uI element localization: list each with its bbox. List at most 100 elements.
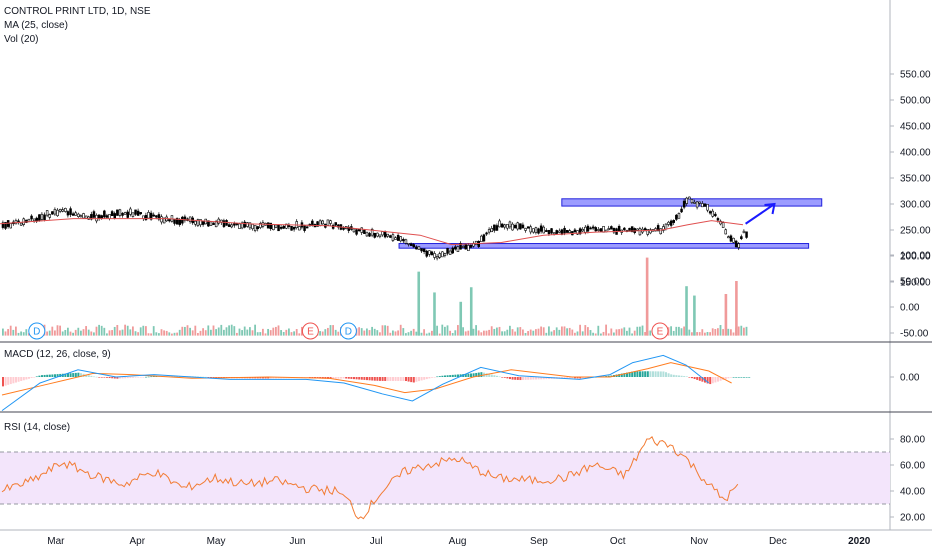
- candle-body: [285, 223, 288, 229]
- macd-hist-bar: [93, 376, 95, 378]
- candle-body: [438, 253, 441, 258]
- earnings-marker: [651, 322, 669, 340]
- volume-bar: [553, 330, 555, 336]
- macd-hist-bar: [571, 377, 574, 379]
- volume-bar: [277, 325, 280, 336]
- candle-body: [155, 215, 158, 218]
- candle-body: [212, 222, 215, 226]
- macd-hist-bar: [493, 375, 496, 377]
- candle-body: [597, 229, 600, 231]
- candle-body: [131, 212, 135, 217]
- macd-hist-bar: [644, 371, 647, 377]
- candle-body: [630, 226, 634, 233]
- price-tick-label: 450.00: [900, 122, 931, 133]
- macd-hist-bar: [20, 377, 23, 382]
- macd-hist-bar: [210, 377, 212, 378]
- macd-hist-bar: [449, 375, 452, 377]
- volume-bar: [202, 328, 204, 336]
- volume-bar: [194, 325, 197, 336]
- candle-body: [467, 245, 470, 252]
- volume-bar: [454, 330, 457, 336]
- candle-body: [303, 224, 306, 231]
- volume-bar: [709, 332, 711, 336]
- forecast-arrow-head: [764, 202, 776, 215]
- candle-body: [461, 246, 465, 248]
- macd-hist-bar: [646, 371, 649, 377]
- macd-hist-bar: [457, 374, 459, 377]
- time-tick-label: Jun: [289, 536, 305, 547]
- macd-hist-bar: [467, 373, 470, 377]
- macd-hist-bar: [340, 377, 342, 379]
- candle-body: [168, 219, 171, 222]
- volume-bar: [137, 332, 139, 336]
- time-tick-label: Sep: [530, 536, 548, 547]
- candle-body: [508, 221, 512, 228]
- macd-hist-bar: [542, 377, 545, 380]
- candle-body: [456, 246, 460, 252]
- volume-bar: [485, 330, 488, 336]
- candle-body: [298, 226, 301, 231]
- volume-bar: [532, 330, 535, 336]
- macd-signal-line: [1, 362, 732, 396]
- candle-body: [243, 221, 247, 228]
- candle-body: [542, 226, 545, 234]
- volume-bar: [298, 333, 301, 336]
- candle-body: [233, 223, 236, 226]
- macd-hist-bar: [90, 375, 93, 377]
- candle-body: [363, 229, 366, 234]
- volume-bar: [428, 332, 431, 336]
- volume-bar: [145, 326, 147, 336]
- volume-bar: [610, 328, 613, 336]
- volume-bar: [243, 326, 246, 336]
- macd-hist-bar: [477, 372, 480, 377]
- volume-bar: [280, 330, 282, 336]
- candle-body: [282, 225, 285, 229]
- macd-hist-bar: [33, 377, 36, 378]
- candle-body: [162, 217, 166, 224]
- volume-spike: [685, 286, 688, 336]
- candle-body: [266, 222, 270, 229]
- macd-hist-bar: [332, 377, 335, 379]
- macd-hist-bar: [46, 374, 49, 377]
- macd-tick-label: 0.00: [900, 373, 920, 384]
- candle-body: [617, 225, 621, 232]
- macd-hist-bar: [659, 371, 662, 377]
- volume-bar: [85, 326, 87, 336]
- volume-bar: [12, 329, 15, 336]
- macd-hist-bar: [392, 377, 394, 381]
- candle-body: [464, 244, 467, 250]
- volume-bar: [158, 333, 160, 336]
- volume-bar: [636, 326, 639, 336]
- macd-hist-bar: [350, 377, 353, 379]
- macd-hist-bar: [368, 377, 371, 381]
- volume-bar: [545, 332, 548, 336]
- candle-body: [646, 229, 649, 235]
- macd-hist-bar: [267, 377, 270, 379]
- volume-bar: [25, 329, 28, 336]
- macd-hist-bar: [737, 377, 740, 378]
- volume-bar: [246, 329, 249, 336]
- volume-bar: [262, 328, 264, 336]
- macd-hist-bar: [197, 376, 199, 378]
- candle-body: [578, 228, 582, 235]
- volume-bar: [639, 326, 641, 336]
- macd-hist-bar: [405, 377, 407, 382]
- price-tick-label: 350.00: [900, 174, 931, 185]
- time-tick-label: Jul: [370, 536, 383, 547]
- volume-bar: [295, 329, 298, 336]
- volume-bar: [467, 330, 470, 336]
- volume-bar: [82, 329, 85, 336]
- candle-body: [118, 209, 122, 216]
- macd-hist-bar: [459, 374, 462, 377]
- volume-bar: [444, 326, 446, 336]
- candle-body: [529, 226, 532, 233]
- macd-hist-bar: [366, 377, 368, 381]
- volume-bar: [74, 329, 77, 336]
- candle-body: [97, 214, 101, 219]
- volume-bar: [548, 326, 550, 336]
- volume-bar: [301, 326, 303, 336]
- volume-bar: [581, 331, 584, 336]
- macd-hist-bar: [488, 373, 491, 377]
- candle-body: [695, 201, 699, 208]
